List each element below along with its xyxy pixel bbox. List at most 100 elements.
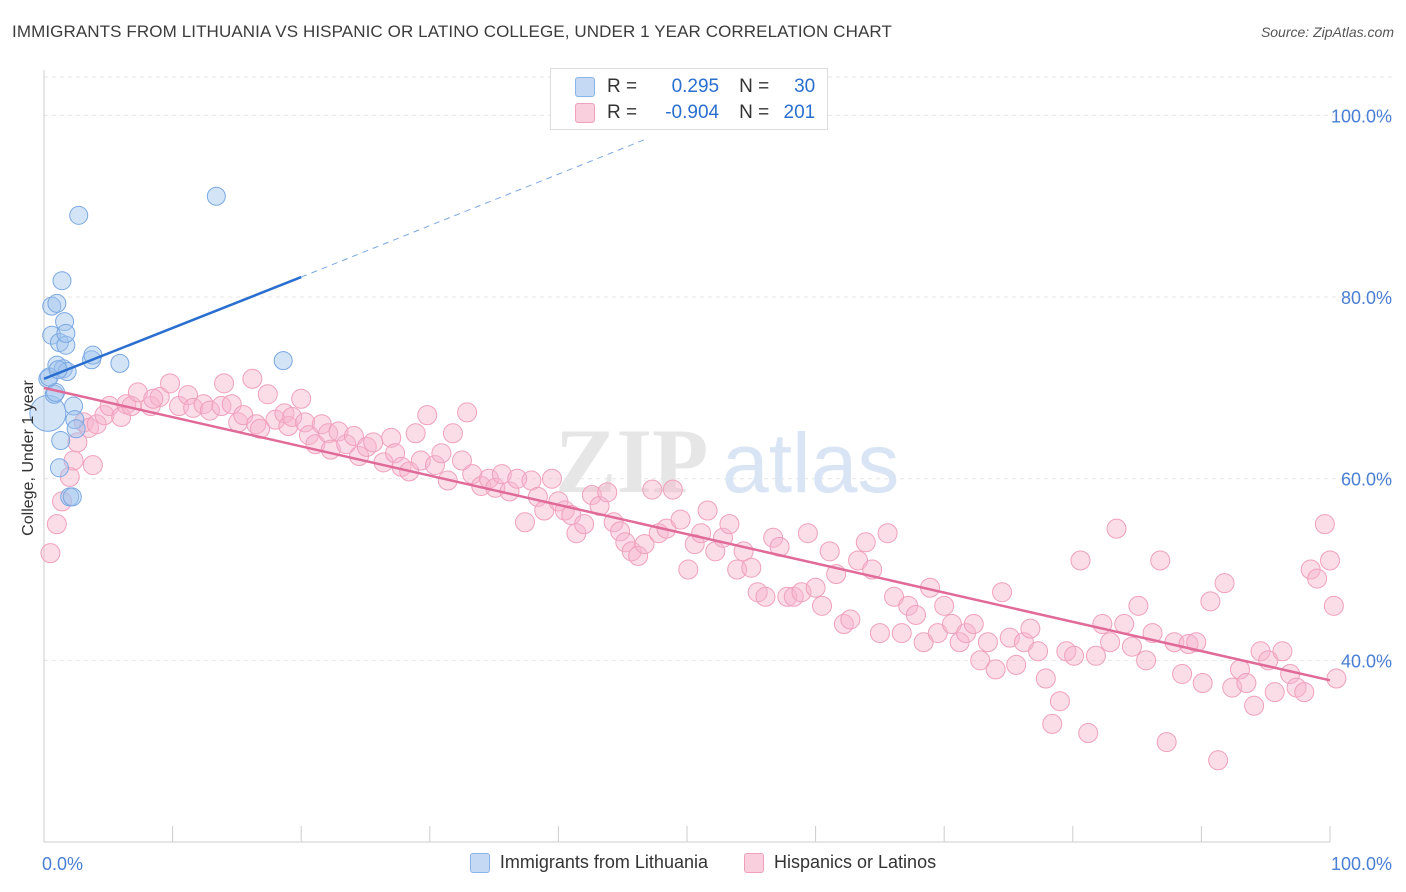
series-lithuania-points: [29, 186, 293, 507]
y-tick-label: 40.0%: [1341, 651, 1392, 671]
lithuania-point: [42, 296, 62, 316]
hispanics-point: [1186, 632, 1207, 653]
hispanics-point: [94, 405, 115, 426]
hispanics-point: [877, 523, 898, 544]
hispanics-point: [812, 595, 833, 616]
hispanics-point: [1214, 573, 1235, 594]
hispanics-point: [642, 479, 663, 500]
lithuania-point: [47, 293, 67, 313]
hispanics-point: [1326, 668, 1347, 689]
lithuania-point: [66, 419, 86, 439]
lithuania-point: [49, 458, 69, 478]
hispanics-point: [855, 532, 876, 553]
lithuania-trend-line: [43, 275, 302, 380]
hispanics-point: [214, 373, 235, 394]
watermark: ZIP atlas: [555, 410, 899, 512]
lithuania-trend-extension: [301, 137, 649, 278]
hispanics-point: [1172, 663, 1193, 684]
hispanics-point: [678, 559, 699, 580]
x-tick-label: 0.0%: [42, 854, 83, 874]
hispanics-point: [457, 402, 478, 423]
hispanics-point: [1208, 750, 1229, 771]
hispanics-point: [431, 443, 452, 464]
hispanics-point: [1307, 568, 1328, 589]
hispanics-point: [343, 426, 364, 447]
lithuania-point: [42, 325, 62, 345]
hispanics-point: [992, 582, 1013, 603]
tick-labels: 100.0% 80.0% 60.0% 40.0% 0.0% 100.0%: [42, 106, 1392, 874]
chart-source: Source: ZipAtlas.com: [1260, 24, 1394, 40]
hispanics-point: [1192, 673, 1213, 694]
lithuania-point: [29, 394, 67, 432]
hispanics-point: [1128, 595, 1149, 616]
legend-item-hispanics: Hispanics or Latinos: [744, 852, 936, 873]
hispanics-point: [1006, 654, 1027, 675]
hispanics-point: [183, 397, 204, 418]
hispanics-point: [160, 373, 181, 394]
hispanics-point: [417, 405, 438, 426]
hispanics-point: [1064, 645, 1085, 666]
hispanics-point: [143, 388, 164, 409]
hispanics-point: [1100, 632, 1121, 653]
grid-lines: [44, 76, 1395, 661]
hispanics-point: [318, 423, 339, 444]
hispanics-point: [963, 614, 984, 635]
hispanics-point: [363, 432, 384, 453]
stats-n-value: 201: [783, 102, 816, 123]
lithuania-point: [64, 396, 84, 416]
hispanics-point: [970, 650, 991, 671]
stats-r-label: R =: [607, 76, 638, 97]
y-axis-label: College, Under 1 year: [20, 380, 37, 536]
hispanics-point: [211, 396, 232, 417]
series-hispanics-points: [40, 368, 1347, 771]
hispanics-point: [1106, 518, 1127, 539]
y-tick-label: 60.0%: [1341, 470, 1392, 490]
chart-title: IMMIGRANTS FROM LITHUANIA VS HISPANIC OR…: [12, 22, 892, 41]
hispanics-point: [1078, 723, 1099, 744]
hispanics-point: [199, 400, 220, 421]
hispanics-point: [755, 586, 776, 607]
axes: [43, 70, 1331, 843]
hispanics-point: [67, 432, 88, 453]
hispanics-point: [442, 423, 463, 444]
hispanics-point: [1114, 614, 1135, 635]
hispanics-point: [1314, 514, 1335, 535]
hispanics-point: [46, 514, 67, 535]
hispanics-point: [291, 388, 312, 409]
hispanics-point: [719, 514, 740, 535]
y-tick-label: 100.0%: [1331, 106, 1392, 126]
stats-n-value: 30: [794, 76, 816, 97]
hispanics-point: [336, 434, 357, 455]
watermark-atlas: atlas: [722, 416, 899, 510]
hispanics-point: [840, 609, 861, 630]
legend-swatch-lithuania: [469, 852, 490, 873]
stats-r-label: R =: [607, 102, 638, 123]
stats-n-label: N =: [739, 76, 770, 97]
hispanics-point: [913, 632, 934, 653]
hispanics-point: [242, 368, 263, 389]
hispanics-point: [1323, 595, 1344, 616]
hispanics-point: [1156, 732, 1177, 753]
legend-swatch-hispanics: [744, 852, 764, 873]
hispanics-point: [574, 514, 595, 535]
hispanics-point: [905, 604, 926, 625]
hispanics-point: [514, 512, 535, 533]
hispanics-point: [634, 534, 655, 555]
hispanics-point: [295, 412, 316, 433]
watermark-zip: ZIP: [555, 410, 708, 512]
trend-lines: [43, 137, 1331, 682]
stats-row-lithuania: R = 0.295 N = 30: [575, 74, 815, 100]
hispanics-point: [257, 384, 278, 405]
hispanics-point: [1244, 695, 1265, 716]
hispanics-point: [1200, 591, 1221, 612]
hispanics-point: [697, 500, 718, 521]
hispanics-trend-line: [43, 386, 1331, 682]
hispanics-point: [927, 623, 948, 644]
hispanics-point: [328, 421, 349, 442]
hispanics-point: [1028, 641, 1049, 662]
lithuania-point: [52, 271, 72, 291]
hispanics-point: [597, 482, 618, 503]
hispanics-point: [381, 427, 402, 448]
lithuania-point: [273, 351, 293, 371]
